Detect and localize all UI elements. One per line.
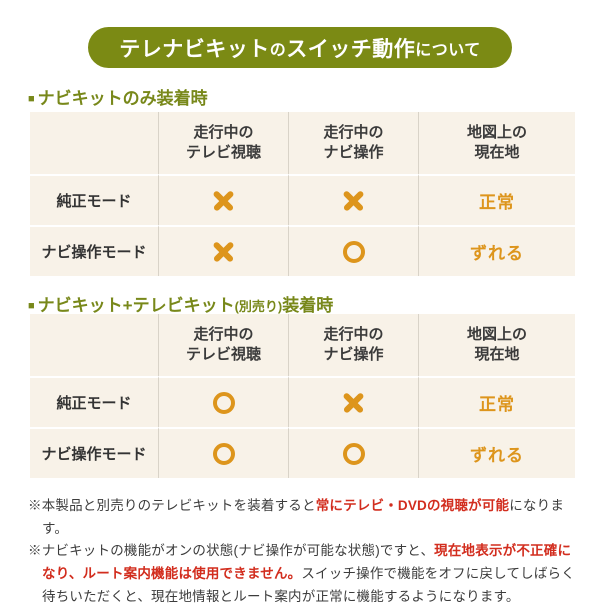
column-header-line: 現在地 (474, 144, 520, 161)
footnote-tv-dvd-viewing: ※本製品と別売りのテレビキットを装着すると常にテレビ・DVDの視聴が可能になりま… (28, 495, 579, 540)
column-header-tv-viewing: 走行中の テレビ視聴 (158, 314, 288, 376)
table-row-genuine-mode: 純正モード 正常 (30, 174, 575, 225)
column-header-line: テレビ視聴 (185, 346, 261, 363)
banner-title-part: スイッチ動作 (286, 37, 416, 61)
table-row-genuine-mode: 純正モード 正常 (30, 376, 575, 427)
footnote-location-accuracy: ※ナビキットの機能がオンの状態(ナビ操作が可能な状態)ですと、現在地表示が不正確… (28, 540, 579, 608)
column-header-current-location: 地図上の 現在地 (418, 112, 575, 174)
column-header-line: 走行中の (193, 123, 254, 141)
result-text: 正常 (479, 193, 515, 212)
cross-icon (211, 188, 236, 213)
section-heading-navi-kit-only: ■ ナビキットのみ装着時 (28, 84, 208, 109)
square-bullet-icon: ■ (28, 300, 35, 312)
footnote-text: ※ナビキットの機能がオンの状態(ナビ操作が可能な状態)ですと、 (28, 543, 435, 559)
mark-cell (158, 225, 288, 276)
column-header-line: 走行中の (323, 325, 384, 343)
banner-title-part: テレナビキット (119, 37, 270, 61)
comparison-table-navi-kit-only: 走行中の テレビ視聴 走行中の ナビ操作 地図上の 現在地 純正モード 正常 ナ… (30, 112, 575, 276)
footnote-text: になります。 (42, 498, 565, 536)
row-label: 純正モード (56, 395, 132, 412)
result-cell: 正常 (418, 376, 575, 427)
banner-title-part: について (415, 41, 481, 59)
column-header-line: ナビ操作 (323, 144, 384, 161)
table-header-row: 走行中の テレビ視聴 走行中の ナビ操作 地図上の 現在地 (30, 112, 575, 174)
footnote-highlight: 現在地表示が不正確になり、ルート案内機能は使用できません。 (42, 543, 572, 582)
section-heading-text: ナビキット+テレビキット (37, 296, 235, 315)
mark-cell (158, 376, 288, 427)
result-text: ずれる (470, 446, 524, 465)
column-header-tv-viewing: 走行中の テレビ視聴 (158, 112, 288, 174)
result-cell: ずれる (418, 427, 575, 478)
mark-cell (288, 376, 418, 427)
circle-icon (342, 240, 365, 263)
result-cell: ずれる (418, 225, 575, 276)
table-corner-cell (30, 112, 158, 174)
column-header-line: 地図上の (466, 325, 527, 343)
mark-cell (158, 427, 288, 478)
title-banner: テレナビキット の スイッチ動作 について (88, 27, 512, 68)
mark-cell (158, 174, 288, 225)
circle-icon (342, 442, 365, 465)
cross-icon (341, 188, 366, 213)
section-heading-small-text: (別売り) (234, 299, 283, 314)
mark-cell (288, 427, 418, 478)
table-corner-cell (30, 314, 158, 376)
row-label: ナビ操作モード (41, 446, 147, 463)
result-text: ずれる (470, 244, 524, 263)
table-row-navi-operation-mode: ナビ操作モード ずれる (30, 225, 575, 276)
row-label: ナビ操作モード (41, 244, 147, 261)
column-header-line: 地図上の (466, 123, 527, 141)
column-header-line: 現在地 (474, 346, 520, 363)
circle-icon (212, 442, 235, 465)
footnote-text: ※本製品と別売りのテレビキットを装着すると (28, 498, 316, 513)
section-heading-text: ナビキットのみ装着時 (37, 89, 208, 108)
column-header-line: 走行中の (193, 325, 254, 343)
column-header-line: 走行中の (323, 123, 384, 141)
comparison-table-navi-plus-tv-kit: 走行中の テレビ視聴 走行中の ナビ操作 地図上の 現在地 純正モード 正常 ナ… (30, 314, 575, 478)
column-header-line: テレビ視聴 (185, 144, 261, 161)
footnotes: ※本製品と別売りのテレビキットを装着すると常にテレビ・DVDの視聴が可能になりま… (28, 495, 579, 608)
column-header-navi-operation: 走行中の ナビ操作 (288, 314, 418, 376)
footnote-highlight: 常にテレビ・DVDの視聴が可能 (315, 498, 510, 513)
row-label: 純正モード (56, 193, 132, 210)
mark-cell (288, 174, 418, 225)
table-header-row: 走行中の テレビ視聴 走行中の ナビ操作 地図上の 現在地 (30, 314, 575, 376)
column-header-navi-operation: 走行中の ナビ操作 (288, 112, 418, 174)
column-header-current-location: 地図上の 現在地 (418, 314, 575, 376)
column-header-line: ナビ操作 (323, 346, 384, 363)
result-text: 正常 (479, 395, 515, 414)
table-row-navi-operation-mode: ナビ操作モード ずれる (30, 427, 575, 478)
square-bullet-icon: ■ (28, 93, 35, 105)
circle-icon (212, 391, 235, 414)
mark-cell (288, 225, 418, 276)
cross-icon (211, 239, 236, 264)
cross-icon (341, 390, 366, 415)
section-heading-tail-text: 装着時 (282, 296, 334, 315)
result-cell: 正常 (418, 174, 575, 225)
banner-title-part: の (269, 41, 287, 59)
section-heading-navi-plus-tv-kit: ■ ナビキット+テレビキット(別売り)装着時 (28, 291, 333, 316)
